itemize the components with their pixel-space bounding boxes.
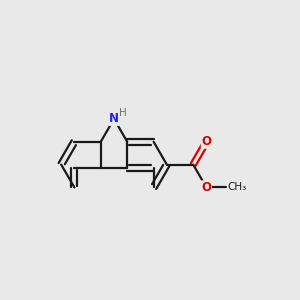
- Text: O: O: [201, 135, 212, 148]
- Text: H: H: [118, 109, 126, 118]
- Text: N: N: [109, 112, 119, 125]
- Text: CH₃: CH₃: [228, 182, 247, 192]
- Text: O: O: [201, 181, 212, 194]
